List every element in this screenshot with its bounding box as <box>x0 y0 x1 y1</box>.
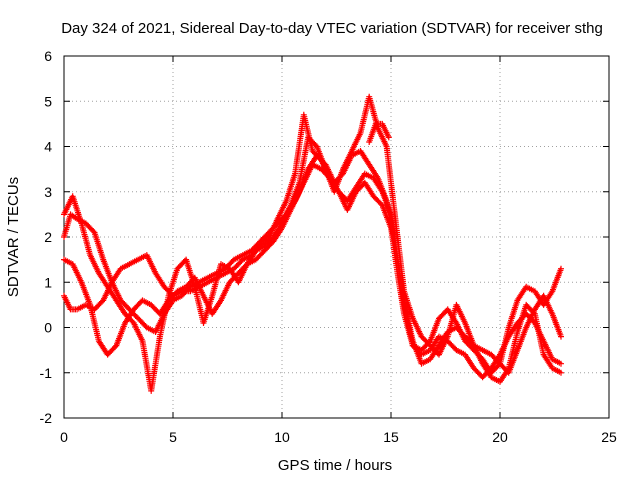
data-point-markers <box>61 161 564 381</box>
x-tick-label: 15 <box>383 429 399 445</box>
series-track-3 <box>61 111 564 376</box>
x-tick-label: 25 <box>601 429 617 445</box>
y-tick-label: 0 <box>44 320 52 336</box>
y-tick-label: 2 <box>44 229 52 245</box>
data-series <box>61 93 564 394</box>
y-tick-label: 1 <box>44 274 52 290</box>
series-track-5 <box>366 120 392 145</box>
x-axis-label: GPS time / hours <box>278 457 392 474</box>
data-point-markers <box>61 111 564 376</box>
y-tick-label: 6 <box>44 48 52 64</box>
y-tick-label: 5 <box>44 93 52 109</box>
y-tick-label: 3 <box>44 184 52 200</box>
y-tick-label: -2 <box>40 410 53 426</box>
axis-ticks <box>63 55 610 419</box>
chart-title: Day 324 of 2021, Sidereal Day-to-day VTE… <box>61 20 603 37</box>
y-tick-label: -1 <box>40 365 53 381</box>
x-tick-label: 0 <box>60 429 68 445</box>
series-track-4 <box>61 93 564 394</box>
data-point-markers <box>61 93 564 394</box>
x-tick-labels: 0 5 10 15 20 25 <box>60 429 617 445</box>
x-tick-label: 20 <box>492 429 508 445</box>
series-track-1 <box>61 161 564 381</box>
x-tick-label: 5 <box>169 429 177 445</box>
data-point-markers <box>366 120 392 145</box>
y-tick-labels: -2 -1 0 1 2 3 4 5 6 <box>40 48 53 426</box>
y-axis-label: SDTVAR / TECUs <box>5 177 22 297</box>
y-tick-label: 4 <box>44 139 52 155</box>
x-tick-label: 10 <box>274 429 290 445</box>
